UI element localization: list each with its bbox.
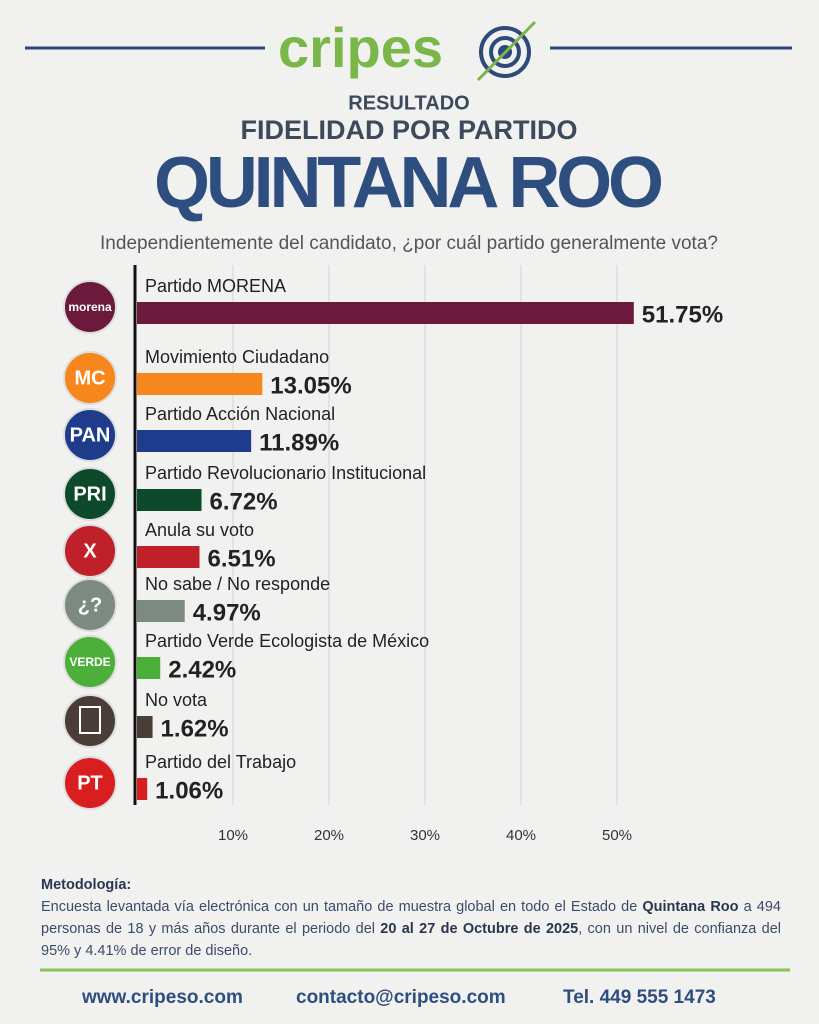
- value-label: 4.97%: [193, 599, 261, 626]
- party-logo: [63, 694, 117, 748]
- x-tick-label: 20%: [314, 827, 344, 844]
- logo-circle: [63, 756, 117, 810]
- title: QUINTANA ROO: [154, 143, 664, 223]
- category-label: No vota: [145, 690, 208, 710]
- category-label: Partido Revolucionario Institucional: [145, 463, 426, 483]
- bar: [137, 489, 202, 511]
- x-tick-label: 50%: [602, 827, 632, 844]
- bar: [137, 600, 185, 622]
- category-label: No sabe / No responde: [145, 574, 330, 594]
- logo-text: PAN: [70, 424, 111, 446]
- logo-text: morena: [68, 300, 112, 314]
- logo-circle: [63, 467, 117, 521]
- bar: [137, 778, 148, 800]
- x-tick-label: 40%: [506, 827, 536, 844]
- logo-circle: [63, 408, 117, 462]
- brand-target: [476, 20, 537, 82]
- methodology-part: Encuesta levantada vía electrónica con u…: [41, 899, 643, 915]
- logo-text: ¿?: [78, 594, 102, 616]
- bar: [137, 546, 200, 568]
- party-logo: PT: [63, 756, 117, 810]
- value-label: 6.72%: [210, 488, 278, 515]
- category-label: Partido MORENA: [145, 276, 286, 296]
- value-label: 13.05%: [270, 372, 351, 399]
- methodology-body: Encuesta levantada vía electrónica con u…: [41, 899, 781, 959]
- logo-circle: [63, 635, 117, 689]
- value-label: 1.06%: [155, 777, 223, 804]
- logo-text: VERDE: [69, 655, 110, 669]
- brand: cripes: [278, 16, 443, 79]
- party-logo: morena: [63, 280, 117, 334]
- party-logo: PRI: [63, 467, 117, 521]
- methodology-part: Quintana Roo: [642, 899, 739, 915]
- category-label: Anula su voto: [145, 520, 254, 540]
- logo-text: PRI: [73, 483, 106, 505]
- kicker: RESULTADO: [348, 92, 469, 114]
- bar: [137, 716, 153, 738]
- methodology: Metodología: Encuesta levantada vía elect…: [41, 874, 781, 962]
- logo-circle: [63, 578, 117, 632]
- footer-web: www.cripeso.com: [81, 987, 243, 1008]
- logo-text: MC: [74, 367, 105, 389]
- party-logo: MC: [63, 351, 117, 405]
- value-label: 1.62%: [161, 715, 229, 742]
- bar: [137, 302, 634, 324]
- party-logo: VERDE: [63, 635, 117, 689]
- subtitle: FIDELIDAD POR PARTIDO: [241, 115, 578, 145]
- bar: [137, 373, 263, 395]
- party-logo: PAN: [63, 408, 117, 462]
- bar: [137, 430, 252, 452]
- logo-text: X: [83, 540, 97, 562]
- party-logo: X: [63, 524, 117, 578]
- logo-circle: [63, 280, 117, 334]
- question: Independientemente del candidato, ¿por c…: [100, 233, 718, 254]
- category-label: Partido Verde Ecologista de México: [145, 631, 429, 651]
- methodology-part: , con un nivel de confianza del 95% y 4.…: [41, 921, 781, 959]
- value-label: 11.89%: [259, 429, 339, 456]
- logo-circle: [63, 524, 117, 578]
- methodology-part: 20 al 27 de Octubre de 2025: [380, 921, 579, 937]
- category-label: Partido del Trabajo: [145, 752, 296, 772]
- logo-circle: [63, 694, 117, 748]
- footer-phone: Tel. 449 555 1473: [563, 987, 716, 1008]
- x-tick-label: 10%: [218, 827, 248, 844]
- value-label: 51.75%: [642, 301, 723, 328]
- category-label: Partido Acción Nacional: [145, 404, 335, 424]
- bar: [137, 657, 161, 679]
- category-label: Movimiento Ciudadano: [145, 347, 329, 367]
- value-label: 2.42%: [168, 656, 236, 683]
- footer-email: contacto@cripeso.com: [296, 987, 506, 1008]
- party-logo: ¿?: [63, 578, 117, 632]
- methodology-title: Metodología:: [41, 877, 132, 893]
- x-tick-label: 30%: [410, 827, 440, 844]
- logo-circle: [63, 351, 117, 405]
- logo-text: PT: [77, 772, 103, 794]
- methodology-part: a 494 personas de 18 y más años durante …: [41, 899, 781, 937]
- logo-shape: [79, 706, 101, 734]
- value-label: 6.51%: [207, 545, 275, 572]
